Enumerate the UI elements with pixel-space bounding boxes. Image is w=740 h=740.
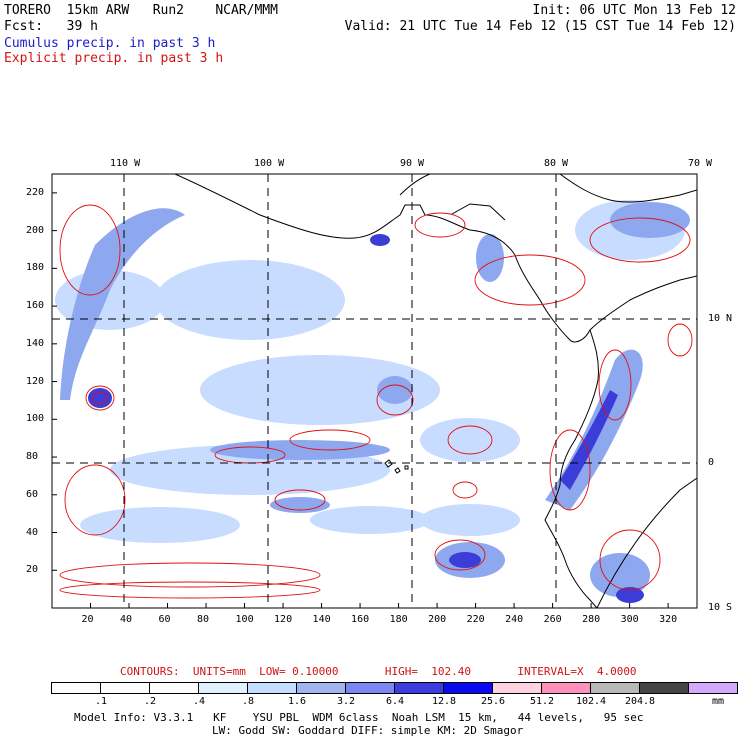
- legend-explicit: Explicit precip. in past 3 h: [4, 51, 224, 66]
- axis-ticks: [52, 192, 669, 608]
- colorbar-swatch: [51, 682, 101, 694]
- colorbar-swatch: [100, 682, 150, 694]
- run-title: TORERO 15km ARW Run2 NCAR/MMM: [4, 3, 278, 18]
- right-lat-label: 10 S: [708, 602, 733, 613]
- x-tick-label: 300: [620, 614, 639, 625]
- y-tick-label: 220: [26, 186, 45, 198]
- coastlines: [174, 174, 697, 608]
- legend-cumulus: Cumulus precip. in past 3 h: [4, 36, 216, 51]
- colorbar-label: 25.6: [480, 696, 506, 707]
- cumulus-precip-field: [55, 200, 690, 603]
- colorbar-label: 12.8: [431, 696, 457, 707]
- x-tick-label: 160: [351, 614, 370, 625]
- x-tick-label: 220: [466, 614, 485, 625]
- colorbar-swatch: [296, 682, 346, 694]
- valid-time: Valid: 21 UTC Tue 14 Feb 12 (15 CST Tue …: [344, 19, 736, 34]
- colorbar-label: .1: [94, 696, 108, 707]
- colorbar-label: .2: [143, 696, 157, 707]
- y-tick-label: 60: [26, 488, 39, 500]
- x-tick-label: 200: [428, 614, 447, 625]
- colorbar-swatch: [247, 682, 297, 694]
- x-tick-label: 120: [274, 614, 293, 625]
- colorbar-label: 6.4: [385, 696, 405, 707]
- colorbar: [51, 682, 738, 694]
- colorbar-swatch: [541, 682, 591, 694]
- colorbar-swatch: [590, 682, 640, 694]
- x-tick-label: 280: [582, 614, 601, 625]
- y-tick-label: 120: [26, 375, 45, 387]
- x-tick-label: 320: [659, 614, 678, 625]
- x-tick-label: 180: [389, 614, 408, 625]
- colorbar-label: 204.8: [624, 696, 656, 707]
- y-tick-label: 20: [26, 564, 39, 576]
- top-lon-label: 90 W: [400, 158, 425, 169]
- forecast-hour: Fcst: 39 h: [4, 19, 98, 34]
- colorbar-swatch: [492, 682, 542, 694]
- x-tick-label: 240: [505, 614, 524, 625]
- lat-lon-grid: [52, 174, 697, 608]
- contours-info: CONTOURS: UNITS=mm LOW= 0.10000 HIGH= 10…: [120, 665, 637, 678]
- y-tick-label: 180: [26, 262, 45, 274]
- y-tick-label: 100: [26, 413, 45, 425]
- colorbar-swatch: [149, 682, 199, 694]
- top-lon-label: 100 W: [254, 158, 285, 169]
- right-lat-label: 10 N: [708, 313, 733, 324]
- x-tick-label: 60: [158, 614, 171, 625]
- init-time: Init: 06 UTC Mon 13 Feb 12: [532, 3, 737, 18]
- colorbar-label: .4: [192, 696, 206, 707]
- y-tick-label: 80: [26, 451, 39, 463]
- colorbar-label: 102.4: [575, 696, 607, 707]
- x-tick-label: 80: [197, 614, 210, 625]
- model-info-line2: LW: Godd SW: Goddard DIFF: simple KM: 2D…: [212, 724, 524, 737]
- x-tick-label: 140: [312, 614, 331, 625]
- right-lat-label: 0: [708, 457, 715, 468]
- x-tick-label: 100: [235, 614, 254, 625]
- colorbar-swatch: [198, 682, 248, 694]
- colorbar-swatch: [639, 682, 689, 694]
- colorbar-label: 1.6: [287, 696, 307, 707]
- top-lon-label: 110 W: [110, 158, 141, 169]
- colorbar-label: 51.2: [529, 696, 555, 707]
- colorbar-swatch: [394, 682, 444, 694]
- y-tick-label: 200: [26, 224, 45, 236]
- colorbar-label: 3.2: [336, 696, 356, 707]
- colorbar-swatch: [345, 682, 395, 694]
- x-tick-label: 20: [81, 614, 94, 625]
- colorbar-swatch: [443, 682, 493, 694]
- top-lon-label: 70 W: [688, 158, 713, 169]
- colorbar-swatch: [688, 682, 738, 694]
- model-info-line1: Model Info: V3.3.1 KF YSU PBL WDM 6class…: [74, 711, 644, 724]
- top-lon-label: 80 W: [544, 158, 569, 169]
- y-tick-label: 40: [26, 526, 39, 538]
- explicit-precip-contours: [59, 204, 693, 599]
- x-tick-label: 260: [543, 614, 562, 625]
- map-frame: [51, 173, 698, 609]
- y-tick-label: 140: [26, 337, 45, 349]
- colorbar-unit: mm: [712, 696, 725, 707]
- x-tick-label: 40: [120, 614, 133, 625]
- y-tick-label: 160: [26, 300, 45, 312]
- colorbar-label: .8: [241, 696, 255, 707]
